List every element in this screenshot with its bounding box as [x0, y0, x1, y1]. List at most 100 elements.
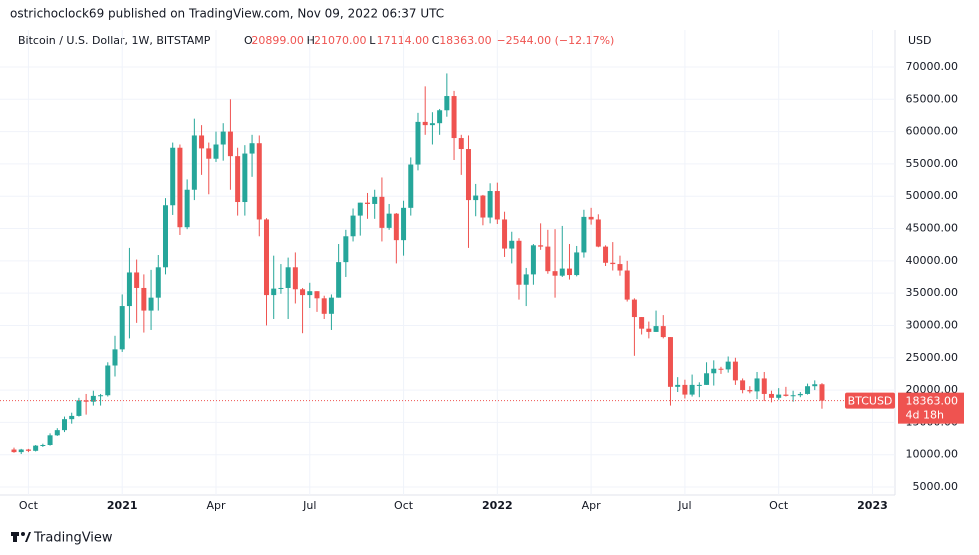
candle-body: [646, 328, 652, 332]
candle-body: [220, 131, 226, 145]
legend-value: 17114.00: [377, 34, 430, 47]
candle-body: [343, 236, 349, 263]
candle-body: [494, 191, 500, 220]
symbol-tag: [845, 392, 895, 409]
publish-header: ostrichoclock69 published on TradingView…: [10, 7, 444, 21]
candle-body: [465, 149, 471, 201]
logo-shape: [13, 532, 17, 542]
candle-body: [307, 291, 313, 296]
candle-body: [328, 297, 334, 314]
candle-body: [54, 430, 60, 436]
candle-body: [350, 215, 356, 237]
candle-body: [177, 147, 183, 228]
symbol-tag-label: BTCUSD: [848, 395, 893, 408]
candle-body: [754, 378, 760, 392]
candle-body: [559, 268, 565, 276]
candle-body: [718, 368, 724, 370]
y-tick-label: 10000.00: [906, 448, 959, 461]
y-tick-label: 35000.00: [906, 286, 959, 299]
candle-body: [25, 449, 31, 451]
candle-body: [415, 121, 421, 165]
y-tick-label: 60000.00: [906, 125, 959, 138]
price-tag-label: 18363.00: [906, 395, 959, 408]
legend-value: 21070.00: [314, 34, 367, 47]
candle-body: [473, 195, 479, 201]
legend-key: H: [307, 34, 315, 47]
candle-body: [711, 368, 717, 374]
legend-change: −2544.00 (−12.17%): [496, 34, 614, 47]
candle-body: [364, 202, 370, 204]
candle-body: [444, 96, 450, 111]
candle-body: [667, 337, 673, 387]
candle-body: [314, 291, 320, 299]
candle-body: [278, 287, 284, 289]
candle-body: [624, 270, 630, 300]
candle-body: [509, 240, 515, 249]
candle-body: [61, 419, 67, 431]
candle-body: [134, 272, 140, 288]
y-tick-label: 65000.00: [906, 92, 959, 105]
candle-body: [581, 216, 587, 253]
candle-body: [595, 219, 601, 247]
candle-body: [33, 445, 39, 451]
legend-key: L: [369, 34, 376, 47]
candle-body: [285, 267, 291, 288]
candle-body: [155, 267, 161, 298]
currency-label: USD: [908, 34, 932, 47]
candle-body: [271, 288, 277, 296]
candle-body: [682, 384, 688, 395]
candle-body: [336, 262, 342, 298]
y-tick-label: 55000.00: [906, 157, 959, 170]
candle-body: [408, 164, 414, 208]
candle-body: [18, 449, 24, 453]
y-tick-label: 50000.00: [906, 189, 959, 202]
x-tick-label: Apr: [582, 499, 602, 512]
candle-body: [98, 395, 104, 397]
candle-body: [631, 299, 637, 318]
candle-body: [437, 110, 443, 124]
candle-body: [574, 252, 580, 276]
candle-body: [639, 317, 645, 329]
candle-body: [242, 153, 248, 203]
candle-body: [797, 393, 803, 396]
candle-body: [487, 191, 493, 218]
x-tick-label: Oct: [19, 499, 39, 512]
candle-body: [227, 131, 233, 157]
candle-body: [603, 246, 609, 263]
x-tick-label: Jul: [677, 499, 691, 512]
candle-body: [747, 390, 753, 392]
candle-body: [523, 274, 529, 285]
candle-body: [148, 297, 154, 311]
legend-value: 20899.00: [251, 34, 304, 47]
price-countdown: 4d 18h: [906, 409, 944, 422]
candle-body: [653, 326, 659, 332]
legend: Bitcoin / U.S. Dollar, 1W, BITSTAMP O2089…: [18, 34, 614, 47]
logo-shape: [21, 532, 25, 536]
candle-body: [170, 147, 176, 206]
x-tick-label: Oct: [769, 499, 789, 512]
candle-body: [47, 435, 53, 445]
candle-body: [819, 384, 825, 401]
footer-brand: TradingView: [33, 531, 113, 546]
candle-body: [126, 272, 132, 307]
candle-body: [235, 156, 241, 203]
candle-body: [566, 268, 572, 276]
candle-body: [40, 444, 46, 446]
y-tick-label: 5000.00: [913, 480, 959, 493]
candle-body: [249, 143, 255, 154]
candle-body: [812, 384, 818, 387]
x-tick-label: 2023: [857, 499, 888, 512]
candle-body: [458, 138, 464, 150]
candle-body: [660, 326, 666, 338]
candle-body: [588, 216, 594, 220]
grid: [0, 30, 895, 495]
legend-title: Bitcoin / U.S. Dollar, 1W, BITSTAMP: [18, 34, 211, 47]
candle-body: [184, 189, 190, 228]
legend-key: C: [432, 34, 440, 47]
candles: [0, 73, 895, 455]
candle-body: [321, 298, 327, 314]
candle-body: [422, 121, 428, 126]
price-tag: [898, 392, 964, 424]
candle-body: [805, 386, 811, 394]
